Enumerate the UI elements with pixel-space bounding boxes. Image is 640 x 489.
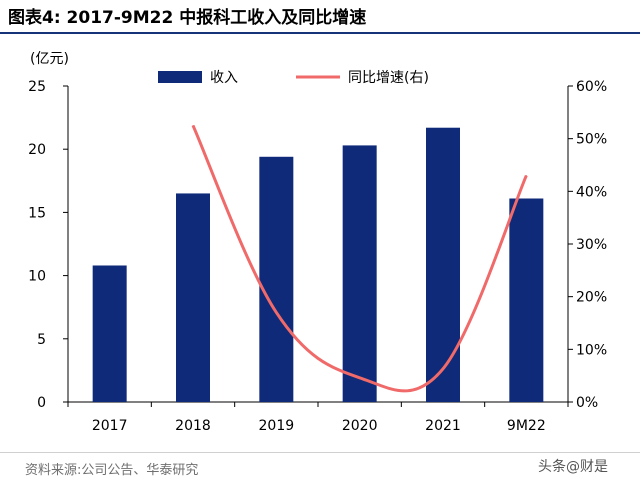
- x-tick-label: 2020: [342, 418, 378, 434]
- y-right-tick-label: 0%: [576, 395, 598, 411]
- y-left-tick-label: 5: [37, 332, 46, 348]
- line-series: [191, 124, 528, 393]
- bar-9M22: [509, 198, 544, 402]
- y-right-tick-label: 30%: [576, 237, 607, 253]
- footer-rule: [0, 452, 640, 453]
- x-tick-label: 9M22: [507, 418, 546, 434]
- bar-2018: [176, 193, 210, 402]
- title-rule: [0, 32, 640, 34]
- growth-point-2020: [359, 377, 361, 379]
- x-tick-label: 2017: [92, 418, 128, 434]
- figure-title: 图表4: 2017-9M22 中报科工收入及同比增速: [8, 8, 367, 28]
- y-right-tick-label: 10%: [576, 342, 607, 358]
- bar-2019: [259, 156, 294, 402]
- growth-point-9M22: [525, 175, 527, 177]
- axis-labels: 0 5 10 15 20 25 0% 10% 20% 30% 40% 50% 60% (亿元) 2017 20…: [28, 51, 607, 434]
- y-right-tick-label: 50%: [576, 132, 607, 148]
- y-right-tick-label: 60%: [576, 79, 607, 95]
- legend-bar-swatch: [158, 71, 202, 83]
- legend: 收入 同比增速(右): [158, 70, 429, 86]
- growth-point-2021: [442, 368, 444, 370]
- bar-series: [92, 127, 544, 402]
- legend-bar-label: 收入: [210, 70, 238, 86]
- y-left-axis-label: (亿元): [30, 51, 69, 67]
- axes: [63, 85, 573, 407]
- legend-line-label: 同比增速(右): [348, 70, 429, 86]
- watermark: 头条@财是: [538, 459, 608, 475]
- x-tick-label: 2019: [259, 418, 295, 434]
- y-left-tick-label: 0: [37, 395, 46, 411]
- y-right-tick-label: 20%: [576, 290, 607, 306]
- growth-point-2019: [275, 311, 277, 313]
- y-left-tick-label: 20: [28, 142, 46, 158]
- y-left-tick-label: 25: [28, 79, 46, 95]
- y-left-tick-label: 15: [28, 205, 46, 221]
- source-note: 资料来源:公司公告、华泰研究: [25, 463, 199, 478]
- y-left-tick-label: 10: [28, 269, 46, 285]
- bar-2021: [426, 127, 460, 402]
- x-tick-label: 2021: [425, 418, 461, 434]
- y-right-tick-label: 40%: [576, 184, 607, 200]
- growth-point-2018: [192, 125, 194, 126]
- x-tick-label: 2018: [175, 418, 211, 434]
- bar-2017: [92, 265, 127, 402]
- bar-2020: [342, 145, 377, 402]
